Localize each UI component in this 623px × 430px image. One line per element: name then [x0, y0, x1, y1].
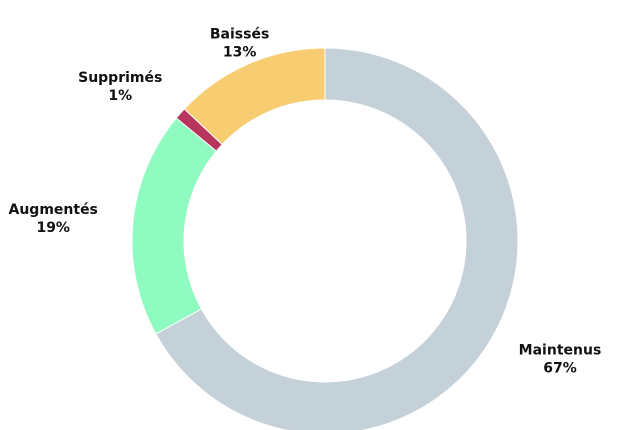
slice-label: Supprimés — [78, 70, 162, 86]
slice-value-label: 19% — [36, 220, 70, 236]
donut-slice — [183, 47, 326, 146]
slice-value-label: 1% — [108, 88, 132, 104]
donut-slice — [131, 117, 218, 335]
slice-value-label: 67% — [543, 361, 577, 377]
slice-value-label: 13% — [223, 45, 257, 61]
slice-label: Augmentés — [9, 202, 98, 218]
slice-label: Maintenus — [519, 343, 602, 359]
slice-label: Baissés — [210, 27, 269, 43]
donut-slice — [155, 47, 519, 430]
